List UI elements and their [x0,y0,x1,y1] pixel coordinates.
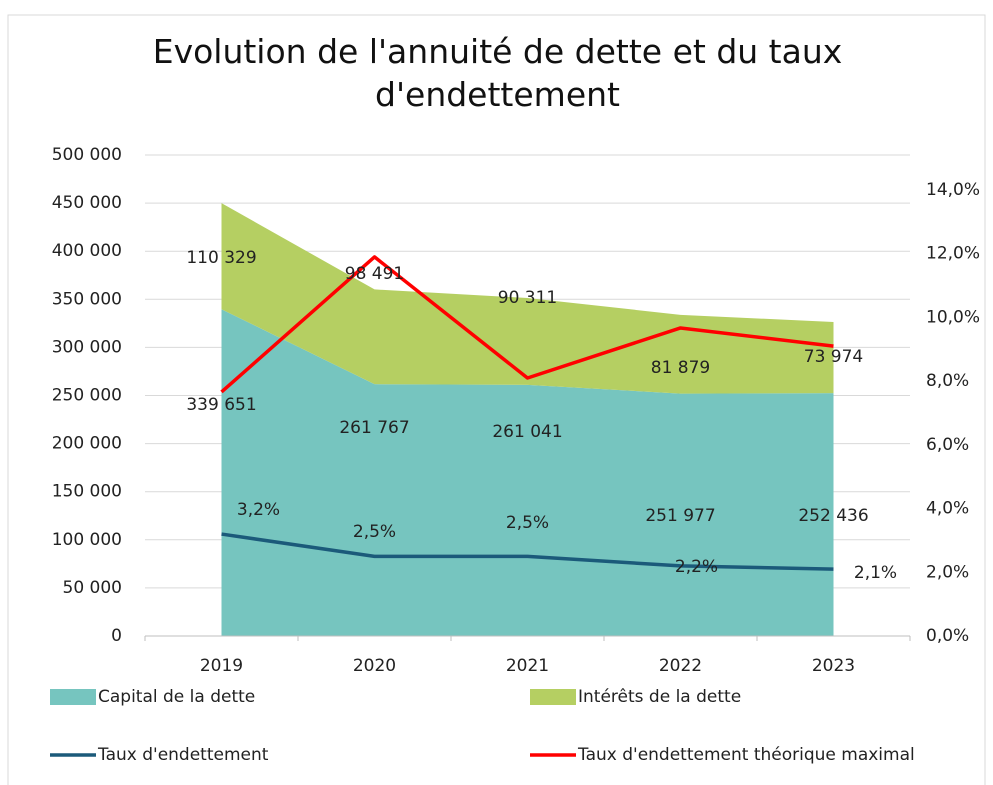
y-tick-label: 450 000 [52,193,122,213]
data-label: 2,1% [854,563,897,583]
y-tick-label: 350 000 [52,289,122,309]
y-tick-label: 500 000 [52,145,122,165]
data-label: 73 974 [804,347,863,367]
data-label: 2,2% [675,557,718,577]
y-tick-label: 150 000 [52,482,122,502]
data-label: 90 311 [498,288,557,308]
data-label: 98 491 [345,264,404,284]
y-tick-label: 0 [111,626,122,646]
y-tick-label: 50 000 [63,578,122,598]
data-label: 2,5% [506,513,549,533]
area [221,203,834,394]
line [220,255,834,394]
y2-tick-label: 14,0% [926,180,980,200]
y2-tick-label: 2,0% [926,562,969,582]
chart-title: Evolution de l'annuité de dette et du ta… [152,32,843,114]
y2-tick-label: 12,0% [926,244,980,264]
area [221,309,834,636]
y-tick-label: 100 000 [52,530,122,550]
legend-swatch [530,689,576,705]
legend-label: Capital de la dette [98,687,255,707]
y2-tick-label: 0,0% [926,626,969,646]
data-label: 252 436 [798,506,868,526]
data-label: 3,2% [237,500,280,520]
legend-label: Taux d'endettement théorique maximal [577,745,915,765]
data-label: 261 041 [492,422,562,442]
x-tick-label: 2021 [506,656,549,676]
chart-border [7,14,986,785]
data-label: 81 879 [651,358,710,378]
y-tick-label: 200 000 [52,434,122,454]
y-tick-label: 250 000 [52,386,122,406]
data-label: 261 767 [339,418,409,438]
y-tick-label: 300 000 [52,337,122,357]
x-tick-label: 2022 [659,656,702,676]
data-label: 110 329 [186,248,256,268]
legend-label: Taux d'endettement [97,745,269,765]
y2-tick-label: 10,0% [926,307,980,327]
legend-label: Intérêts de la dette [578,687,741,707]
y2-tick-label: 6,0% [926,435,969,455]
legend-swatch [50,689,96,705]
data-label: 339 651 [186,395,256,415]
y2-tick-label: 8,0% [926,371,969,391]
x-tick-label: 2019 [200,656,243,676]
line [221,532,834,571]
data-label: 2,5% [353,522,396,542]
y-tick-label: 400 000 [52,241,122,261]
x-tick-label: 2023 [812,656,855,676]
data-label: 251 977 [645,506,715,526]
y2-tick-label: 4,0% [926,499,969,519]
x-tick-label: 2020 [353,656,396,676]
